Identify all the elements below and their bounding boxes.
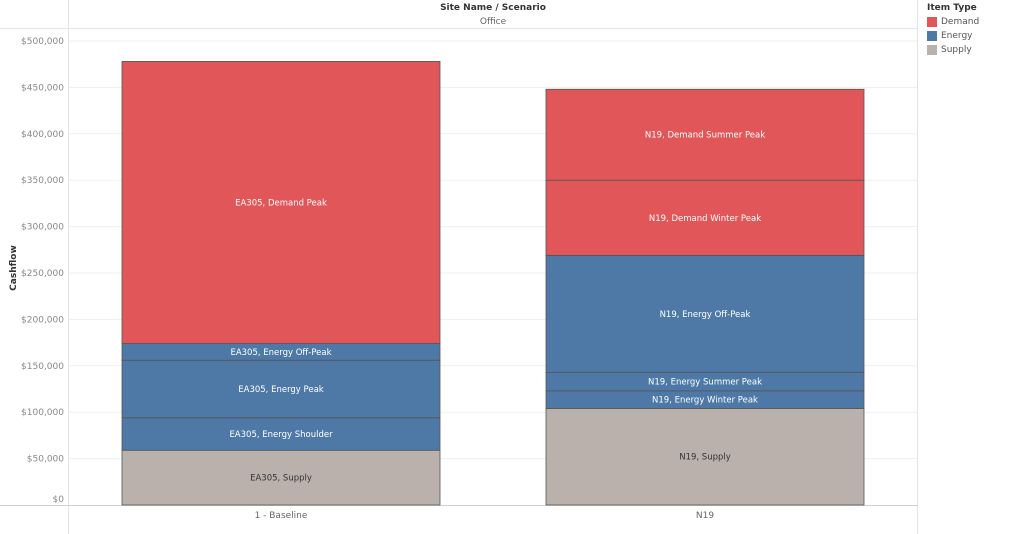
bar-segment[interactable] — [121, 449, 441, 506]
x-category-label: 1 - Baseline — [255, 511, 308, 521]
y-tick-label: $400,000 — [21, 130, 64, 140]
bar-segment[interactable] — [545, 254, 865, 373]
y-tick-label: $50,000 — [27, 455, 64, 465]
bar-segment[interactable] — [545, 88, 865, 181]
legend-swatch-demand — [927, 17, 937, 27]
bars: EA305, Supply EA305, Energy Shoulder EA305… — [121, 61, 865, 506]
legend-title: Item Type — [927, 3, 977, 13]
header-subtitle: Office — [480, 17, 507, 27]
y-tick-label: $100,000 — [21, 408, 64, 418]
bar-segment-label: EA305, Demand Peak — [235, 198, 327, 208]
bar-segment[interactable] — [121, 61, 441, 344]
bar-segment-label: N19, Energy Off-Peak — [660, 310, 751, 320]
bar-segment-label: N19, Demand Winter Peak — [649, 214, 761, 224]
legend-label: Energy — [941, 31, 973, 41]
y-axis-ticks: $0 $50,000 $100,000 $150,000 $200,000 $250,00… — [21, 37, 64, 505]
x-axis-categories: 1 - Baseline N19 — [255, 511, 715, 521]
y-tick-label: $300,000 — [21, 223, 64, 233]
legend-label: Demand — [941, 17, 980, 27]
legend-label: Supply — [941, 45, 972, 55]
bar-segment-label: N19, Energy Winter Peak — [652, 396, 758, 406]
bar-segment[interactable] — [121, 417, 441, 451]
y-tick-label: $250,000 — [21, 269, 64, 279]
bar-segment-label: EA305, Supply — [250, 474, 312, 484]
legend-item-demand[interactable]: Demand — [927, 15, 1022, 29]
bar-segment[interactable] — [121, 359, 441, 419]
legend-swatch-energy — [927, 31, 937, 41]
legend: Item Type Demand Energy Supply — [927, 3, 1022, 57]
bar-segment-label: EA305, Energy Shoulder — [229, 430, 333, 440]
bar-segment-label: N19, Supply — [679, 453, 731, 463]
bar-segment-label: EA305, Energy Off-Peak — [230, 348, 331, 358]
bar-segment[interactable] — [545, 408, 865, 506]
y-tick-label: $500,000 — [21, 37, 64, 47]
bar-segment-label: EA305, Energy Peak — [238, 385, 324, 395]
y-tick-label: $450,000 — [21, 83, 64, 93]
y-axis-title: Cashflow — [9, 245, 19, 291]
y-tick-label: $200,000 — [21, 315, 64, 325]
y-tick-label: $350,000 — [21, 176, 64, 186]
bar-segment-label: N19, Energy Summer Peak — [648, 378, 762, 388]
y-tick-label: $0 — [53, 495, 65, 505]
legend-swatch-supply — [927, 45, 937, 55]
y-tick-label: $150,000 — [21, 362, 64, 372]
legend-item-energy[interactable]: Energy — [927, 29, 1022, 43]
header-title: Site Name / Scenario — [440, 3, 546, 13]
bar-segment[interactable] — [545, 179, 865, 256]
legend-item-supply[interactable]: Supply — [927, 43, 1022, 57]
bar-segment-label: N19, Demand Summer Peak — [645, 131, 765, 141]
x-category-label: N19 — [696, 511, 714, 521]
